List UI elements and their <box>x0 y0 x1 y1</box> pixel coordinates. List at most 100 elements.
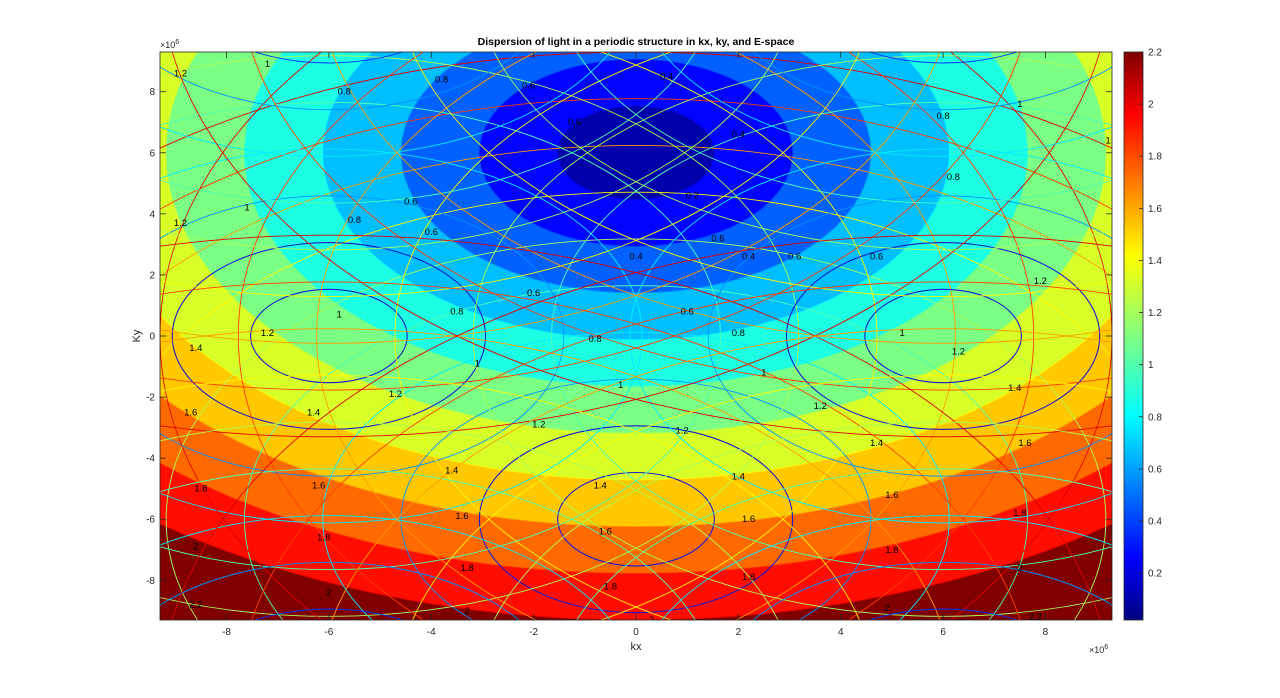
contour-line <box>160 468 696 620</box>
contour-line <box>160 52 520 111</box>
colorbar-tick-label: 1.6 <box>1148 204 1162 215</box>
contour-label: 1 <box>1017 99 1022 110</box>
contour-label: 1 <box>618 380 623 391</box>
contour-line <box>322 331 950 620</box>
contour-line <box>171 242 487 430</box>
contour-line <box>160 52 1021 391</box>
contour-label: 1 <box>244 203 249 214</box>
contour-label: 0.6 <box>527 288 540 299</box>
y-tick-label: -6 <box>146 515 155 526</box>
y-axis-ticks: -8 -6 -4 -2 0 2 4 6 8 <box>146 87 1112 587</box>
contour-line <box>160 314 1112 481</box>
contour-label: 1.2 <box>174 218 187 229</box>
contour-label: 1.6 <box>1018 438 1031 449</box>
y-tick-label: 6 <box>149 148 155 159</box>
contour-line <box>160 52 696 204</box>
contour-label: 2.2 <box>1029 612 1042 623</box>
contour-label: 2.2 <box>189 600 202 611</box>
contour-line <box>160 52 1101 438</box>
contour-line <box>160 234 1101 620</box>
filled-band <box>557 106 715 200</box>
contour-line <box>661 515 1112 620</box>
contour-label: 1 <box>336 310 341 321</box>
contour-label: 1.4 <box>307 407 320 418</box>
contour-label: 0.6 <box>425 227 438 238</box>
colorbar-ticks: 0.2 0.4 0.6 0.8 1 1.2 1.4 1.6 1.8 2 2.2 <box>1139 48 1162 580</box>
contour-label: 0.8 <box>732 328 745 339</box>
contour-label: 1.2 <box>174 68 187 79</box>
contour-line <box>752 561 1112 620</box>
y-exponent-base: ×10 <box>160 40 175 50</box>
y-tick-label: 0 <box>149 332 155 343</box>
contour-line <box>412 375 1112 620</box>
contour-line <box>493 421 1112 620</box>
contour-line <box>551 102 1112 570</box>
contour-line <box>478 58 794 247</box>
y-axis-label: Ky <box>131 329 143 342</box>
contour-line <box>557 471 715 567</box>
contour-line <box>661 52 1112 157</box>
contour-line <box>160 195 565 477</box>
contour-line <box>847 52 1034 620</box>
contour-label: 1.8 <box>742 572 755 583</box>
contour-label: 2 <box>649 615 654 626</box>
contour-line <box>478 425 794 614</box>
y-tick-label: 4 <box>149 209 155 220</box>
contour-line <box>165 238 1107 620</box>
y-tick-label: -2 <box>146 393 155 404</box>
contour-line <box>331 52 1112 344</box>
contour-line <box>251 0 408 16</box>
x-axis-ticks: -8 -6 -4 -2 0 2 4 6 8 <box>222 52 1049 638</box>
contour-label: 1.2 <box>261 328 274 339</box>
chart-title: Dispersion of light in a periodic struct… <box>478 36 795 48</box>
contour-line <box>160 515 611 620</box>
contour-line <box>576 468 1112 620</box>
contour-line <box>160 281 1021 620</box>
contour-line <box>412 52 1112 297</box>
contour-line <box>493 52 1112 251</box>
contour-label: 0.8 <box>936 111 949 122</box>
contour-label: 0.4 <box>732 129 745 140</box>
contour-label: 1 <box>265 59 270 70</box>
contour-line <box>557 105 715 200</box>
contour-label: 1.6 <box>312 481 325 492</box>
contour-line <box>160 462 1112 574</box>
contour-line <box>251 52 1112 391</box>
colorbar-tick-label: 0.6 <box>1148 464 1162 475</box>
contour-line <box>865 0 1022 16</box>
contour-labels: 0.4 0.6 0.8 0.8 1 1.2 0.6 0.8 0.8 1 1.2 0.4 0.2 0.4 0.… <box>174 59 1112 626</box>
x-tick-label: -4 <box>427 627 436 638</box>
colorbar: 0.2 0.4 0.6 0.8 1 1.2 1.4 1.6 1.8 2 2.2 <box>1123 48 1162 621</box>
contour-line <box>253 52 404 64</box>
contour-line <box>400 378 872 620</box>
contour-line <box>160 375 860 620</box>
contour-line <box>160 52 860 297</box>
y-exponent-label: ×106 <box>160 39 179 50</box>
contour-line <box>160 52 941 344</box>
contour-label: 1 <box>475 358 480 369</box>
contour-line <box>165 52 1107 434</box>
contour-line <box>629 148 1112 524</box>
contour-label: 0.6 <box>788 252 801 263</box>
contour-line <box>238 52 425 620</box>
colorbar-tick-label: 2.2 <box>1148 48 1162 59</box>
contour-label: 1.4 <box>189 343 202 354</box>
contour-label: 1.6 <box>885 490 898 501</box>
contour-line <box>160 191 1112 358</box>
contour-line <box>868 52 1019 64</box>
colorbar-frame <box>1123 51 1144 621</box>
contour-label: 0.6 <box>404 197 417 208</box>
contour-label: 1.8 <box>1013 508 1026 519</box>
colorbar-gradient <box>1124 52 1143 620</box>
colorbar-tick-label: 1.8 <box>1148 152 1162 163</box>
contour-label: 1.4 <box>870 438 883 449</box>
contour-label: 1.2 <box>532 420 545 431</box>
contour-label: 1.2 <box>389 389 402 400</box>
contour-label: 1.8 <box>885 545 898 556</box>
contour-label: 2 <box>464 606 469 617</box>
contour-label: 1.6 <box>599 526 612 537</box>
contour-label: 1.4 <box>732 471 745 482</box>
colorbar-tick-label: 0.8 <box>1148 412 1162 423</box>
